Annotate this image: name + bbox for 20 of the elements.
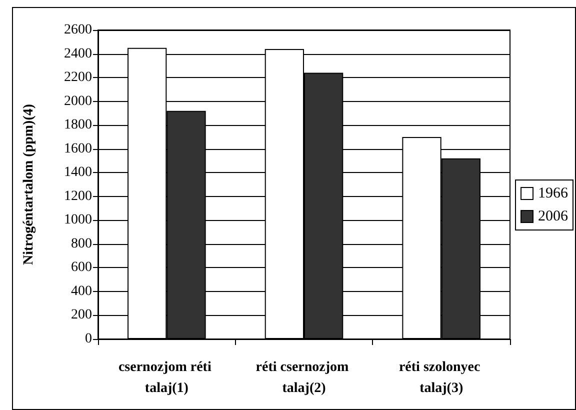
y-tick-label: 0 bbox=[85, 332, 92, 346]
y-tick-label: 1200 bbox=[64, 188, 92, 204]
x-tick-label: réti csernozjom talaj(2) bbox=[256, 360, 352, 396]
y-tick-label: 200 bbox=[71, 308, 92, 323]
y-tick-label: 2400 bbox=[64, 46, 92, 62]
y-tick-label: 400 bbox=[71, 284, 92, 299]
y-tick-label: 1000 bbox=[64, 212, 92, 228]
y-axis-title: Nitrogéntartalom (ppm)(4) bbox=[22, 104, 36, 266]
y-tick-label: 1600 bbox=[64, 141, 92, 156]
y-tick-label: 1400 bbox=[64, 165, 92, 180]
legend-label: 1966 bbox=[538, 186, 568, 202]
legend-label: 2006 bbox=[538, 208, 568, 224]
y-tick-label: 800 bbox=[71, 236, 92, 252]
y-tick-label: 2600 bbox=[64, 22, 92, 38]
y-tick-label: 2200 bbox=[64, 70, 92, 86]
x-tick-label: csernozjom réti talaj(1) bbox=[118, 360, 215, 396]
y-tick-label: 600 bbox=[71, 260, 92, 276]
x-tick-label: réti szolonyec talaj(3) bbox=[398, 360, 484, 396]
y-tick-label: 1800 bbox=[64, 118, 92, 133]
y-tick-label: 2000 bbox=[64, 94, 92, 109]
